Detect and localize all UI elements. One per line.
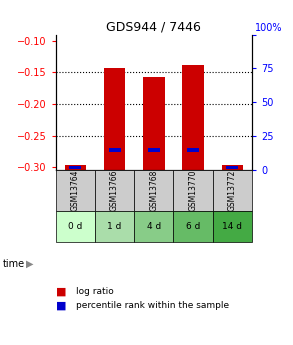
- Text: GSM13770: GSM13770: [189, 170, 197, 211]
- Text: 100%: 100%: [255, 23, 282, 33]
- Bar: [213, 211, 252, 241]
- Text: time: time: [3, 259, 25, 269]
- Text: 14 d: 14 d: [222, 222, 242, 231]
- Text: percentile rank within the sample: percentile rank within the sample: [76, 301, 229, 310]
- Bar: [56, 170, 95, 211]
- Bar: [173, 170, 213, 211]
- Bar: [143, 77, 165, 170]
- Text: ■: ■: [56, 300, 66, 310]
- Bar: [148, 148, 160, 152]
- Bar: [69, 166, 81, 169]
- Bar: [56, 211, 95, 241]
- Bar: [104, 68, 125, 170]
- Text: GSM13766: GSM13766: [110, 170, 119, 211]
- Text: GSM13772: GSM13772: [228, 170, 237, 211]
- Text: 6 d: 6 d: [186, 222, 200, 231]
- Bar: [226, 166, 238, 169]
- Text: GSM13764: GSM13764: [71, 170, 80, 211]
- Bar: [95, 211, 134, 241]
- Bar: [213, 170, 252, 211]
- Bar: [109, 148, 120, 152]
- Text: ■: ■: [56, 287, 66, 296]
- Bar: [222, 165, 243, 170]
- Bar: [134, 211, 173, 241]
- Text: log ratio: log ratio: [76, 287, 114, 296]
- Bar: [64, 165, 86, 170]
- Text: 0 d: 0 d: [68, 222, 83, 231]
- Text: 4 d: 4 d: [147, 222, 161, 231]
- Bar: [182, 65, 204, 170]
- Bar: [173, 211, 213, 241]
- Title: GDS944 / 7446: GDS944 / 7446: [106, 20, 201, 33]
- Text: 1 d: 1 d: [107, 222, 122, 231]
- Bar: [134, 170, 173, 211]
- Bar: [187, 148, 199, 152]
- Bar: [95, 170, 134, 211]
- Text: GSM13768: GSM13768: [149, 170, 158, 211]
- Text: ▶: ▶: [26, 259, 34, 269]
